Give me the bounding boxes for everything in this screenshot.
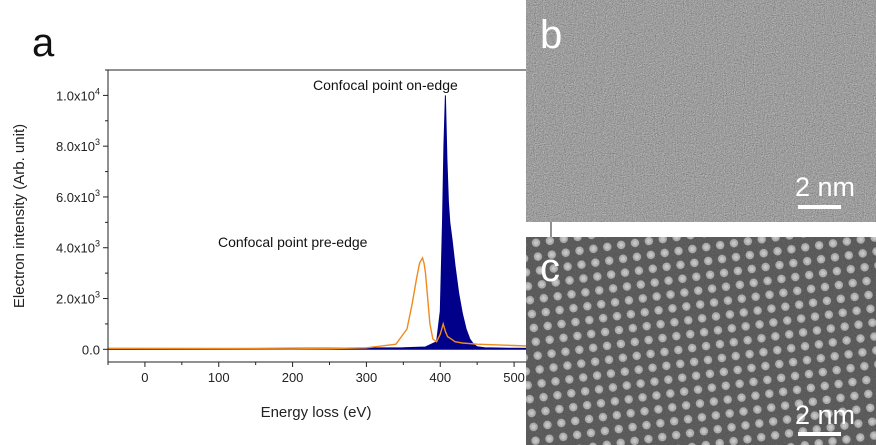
series-confocal-point-on-edge	[108, 95, 551, 350]
plot-frame	[107, 69, 552, 363]
y-tick-label: 0.0	[82, 342, 100, 357]
annotation-on-edge: Confocal point on-edge	[313, 77, 458, 93]
panel-b-label: b	[540, 13, 562, 57]
y-tick-label: 2.0x103	[56, 290, 100, 307]
scale-bar-c	[798, 432, 841, 436]
x-tick-label: 100	[208, 370, 230, 385]
y-axis-label: Electron intensity (Arb. unit)	[11, 124, 28, 308]
panel-a-label: a	[32, 21, 55, 65]
y-tick-label: 8.0x103	[56, 137, 100, 154]
panel-a: a 0 100 200 300 400 500 0.0 2.0x103 4.0x103 6.0x…	[11, 21, 552, 421]
panel-c-label: c	[540, 246, 560, 290]
tem-image-c-noise	[526, 237, 876, 445]
panel-c: c 2 nm	[526, 237, 876, 445]
x-tick-label: 0	[141, 370, 148, 385]
x-axis-ticks: 0 100 200 300 400 500	[107, 362, 552, 385]
y-axis-ticks: 0.0 2.0x103 4.0x103 6.0x103 8.0x103 1.0x104	[56, 69, 108, 357]
x-tick-label: 300	[356, 370, 378, 385]
scale-bar-b	[798, 205, 841, 209]
series-confocal-point-pre-edge	[108, 256, 551, 350]
x-tick-label: 500	[503, 370, 525, 385]
scale-bar-c-label: 2 nm	[795, 400, 855, 430]
x-axis-label: Energy loss (eV)	[261, 404, 372, 421]
tem-image-b-noise	[526, 0, 876, 222]
y-tick-label: 6.0x103	[56, 188, 100, 205]
series-layer	[108, 95, 551, 350]
scale-bar-b-label: 2 nm	[795, 172, 855, 202]
x-tick-label: 200	[282, 370, 304, 385]
panel-b: b 2 nm	[526, 0, 876, 222]
y-tick-label: 4.0x103	[56, 239, 100, 256]
annotation-pre-edge: Confocal point pre-edge	[218, 234, 368, 250]
x-tick-label: 400	[429, 370, 451, 385]
y-tick-label: 1.0x104	[56, 86, 100, 103]
